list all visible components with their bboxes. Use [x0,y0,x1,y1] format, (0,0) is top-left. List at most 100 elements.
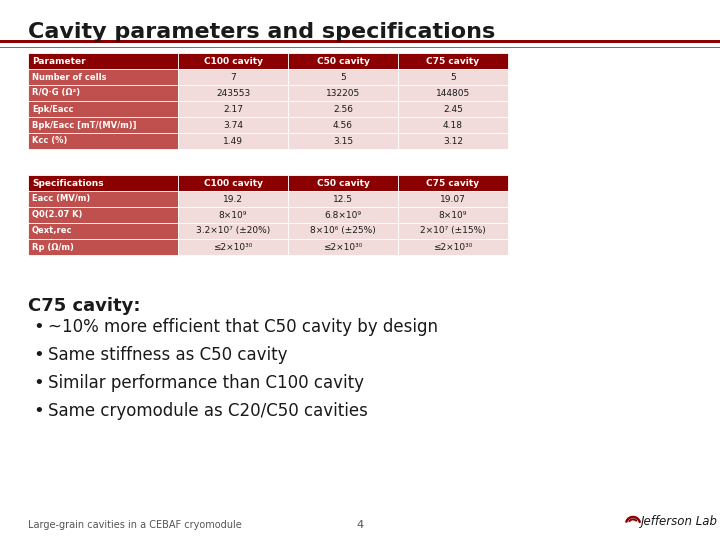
Text: 144805: 144805 [436,89,470,98]
Text: Similar performance than C100 cavity: Similar performance than C100 cavity [48,374,364,392]
Text: 5: 5 [450,72,456,82]
Bar [178,191,288,207]
Text: 5: 5 [340,72,346,82]
Text: 4: 4 [356,520,364,530]
Bar [28,239,178,255]
Text: 2.56: 2.56 [333,105,353,113]
Bar [178,133,288,149]
Bar [288,69,398,85]
Bar [178,239,288,255]
Text: C50 cavity: C50 cavity [317,179,369,187]
Text: C100 cavity: C100 cavity [204,179,263,187]
Bar [0,40,720,43]
Text: R/Q·G (Ω²): R/Q·G (Ω²) [32,89,80,98]
Bar [28,85,178,101]
Text: C50 cavity: C50 cavity [317,57,369,65]
Bar [28,175,178,191]
Text: Specifications: Specifications [32,179,104,187]
Text: Kcc (%): Kcc (%) [32,137,68,145]
Text: 3.12: 3.12 [443,137,463,145]
Text: 19.2: 19.2 [223,194,243,204]
Text: Same stiffness as C50 cavity: Same stiffness as C50 cavity [48,346,287,364]
Text: ≤2×10³⁰: ≤2×10³⁰ [433,242,473,252]
Text: 7: 7 [230,72,236,82]
Text: 2×10⁷ (±15%): 2×10⁷ (±15%) [420,226,486,235]
Bar [28,53,178,69]
Bar [178,53,288,69]
Bar [398,85,508,101]
Text: ~10% more efficient that C50 cavity by design: ~10% more efficient that C50 cavity by d… [48,318,438,336]
Text: Parameter: Parameter [32,57,86,65]
Bar [178,207,288,223]
Text: Eacc (MV/m): Eacc (MV/m) [32,194,90,204]
Text: Jefferson Lab: Jefferson Lab [641,515,718,528]
Text: 4.56: 4.56 [333,120,353,130]
Text: Large-grain cavities in a CEBAF cryomodule: Large-grain cavities in a CEBAF cryomodu… [28,520,242,530]
Bar [28,117,178,133]
Text: C75 cavity: C75 cavity [426,179,480,187]
Bar [398,101,508,117]
Text: Qext,rec: Qext,rec [32,226,73,235]
Text: 132205: 132205 [326,89,360,98]
Text: C75 cavity:: C75 cavity: [28,297,140,315]
Bar [288,175,398,191]
Bar [28,69,178,85]
Bar [288,53,398,69]
Bar [398,191,508,207]
Text: 8×10⁹: 8×10⁹ [438,211,467,219]
Bar [288,85,398,101]
Text: 8×10⁶ (±25%): 8×10⁶ (±25%) [310,226,376,235]
Text: Bpk/Eacc [mT/(MV/m)]: Bpk/Eacc [mT/(MV/m)] [32,120,137,130]
Bar [288,207,398,223]
Bar [178,175,288,191]
Text: 4.18: 4.18 [443,120,463,130]
Bar [28,133,178,149]
Bar [288,191,398,207]
Text: Cavity parameters and specifications: Cavity parameters and specifications [28,22,495,42]
Bar [398,53,508,69]
Text: 12.5: 12.5 [333,194,353,204]
Text: 243553: 243553 [216,89,250,98]
Bar [178,223,288,239]
Text: 3.15: 3.15 [333,137,353,145]
Bar [288,133,398,149]
Text: 2.17: 2.17 [223,105,243,113]
Text: ≤2×10³⁰: ≤2×10³⁰ [323,242,363,252]
Text: Epk/Eacc: Epk/Eacc [32,105,73,113]
Text: 19.07: 19.07 [440,194,466,204]
Bar [398,69,508,85]
Text: 2.45: 2.45 [443,105,463,113]
Text: Same cryomodule as C20/C50 cavities: Same cryomodule as C20/C50 cavities [48,402,368,420]
Bar [288,117,398,133]
Bar [178,101,288,117]
Bar [288,101,398,117]
Text: 1.49: 1.49 [223,137,243,145]
Bar [288,239,398,255]
Bar [398,239,508,255]
Bar [28,101,178,117]
Text: •: • [33,402,44,420]
Bar [398,207,508,223]
Text: •: • [33,346,44,364]
Text: ≤2×10³⁰: ≤2×10³⁰ [213,242,253,252]
Text: 8×10⁹: 8×10⁹ [219,211,247,219]
Bar [398,117,508,133]
Bar [0,46,720,48]
Text: •: • [33,374,44,392]
Text: 3.74: 3.74 [223,120,243,130]
Bar [398,133,508,149]
Text: C75 cavity: C75 cavity [426,57,480,65]
Text: C100 cavity: C100 cavity [204,57,263,65]
Text: •: • [33,318,44,336]
Bar [178,85,288,101]
Text: 6.8×10⁹: 6.8×10⁹ [325,211,361,219]
Bar [28,223,178,239]
Bar [398,175,508,191]
Bar [178,117,288,133]
Bar [28,191,178,207]
Bar [28,207,178,223]
Text: Rp (Ω/m): Rp (Ω/m) [32,242,74,252]
Bar [178,69,288,85]
Bar [288,223,398,239]
Text: Number of cells: Number of cells [32,72,107,82]
